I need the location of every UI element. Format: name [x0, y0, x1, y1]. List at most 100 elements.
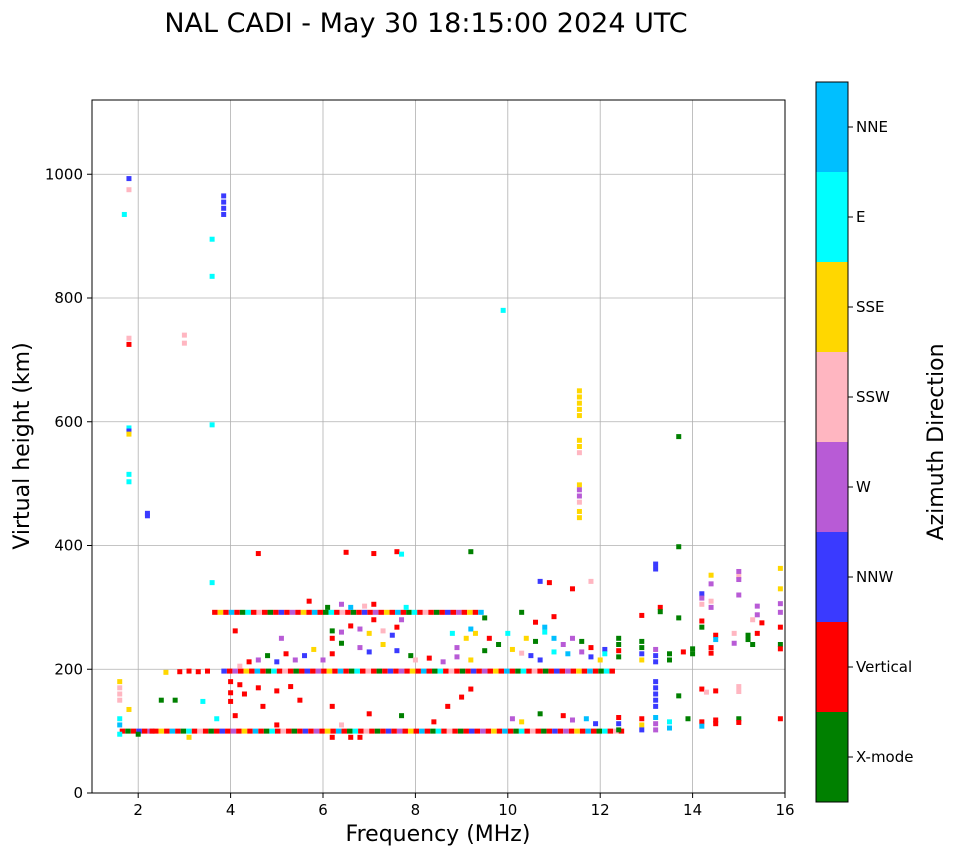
data-point	[357, 645, 363, 651]
data-point	[576, 444, 582, 449]
band-cell	[387, 668, 394, 674]
band-cell	[443, 668, 449, 674]
band-cell	[529, 728, 536, 734]
data-point	[576, 437, 582, 443]
data-point	[338, 640, 344, 646]
data-point	[126, 425, 132, 431]
chart-title: NAL CADI - May 30 18:15:00 2024 UTC	[164, 8, 687, 39]
data-point	[750, 642, 756, 647]
band-cell	[236, 728, 242, 734]
band-cell	[585, 728, 591, 734]
band-cell	[417, 609, 423, 615]
band-cell	[402, 728, 408, 734]
band-cell	[518, 728, 525, 734]
band-cell	[354, 668, 360, 674]
colorbar-label-ssw: SSW	[856, 388, 890, 406]
colorbar-segment	[816, 262, 848, 352]
x-tick-label: 14	[683, 801, 702, 819]
band-cell	[269, 728, 275, 734]
data-point	[667, 725, 672, 731]
data-point	[713, 632, 719, 638]
data-point	[569, 635, 575, 641]
band-cell	[213, 728, 220, 734]
data-point	[731, 630, 737, 636]
band-cell	[395, 609, 401, 615]
band-cell	[457, 728, 464, 734]
data-point	[126, 471, 132, 477]
data-point	[302, 653, 308, 659]
data-point	[583, 716, 589, 722]
band-cell	[542, 668, 549, 674]
band-cell	[359, 668, 366, 674]
data-point	[126, 176, 132, 182]
data-point	[399, 551, 405, 557]
band-cell	[334, 609, 340, 615]
data-point	[274, 722, 280, 728]
band-cell	[552, 728, 558, 734]
data-point	[329, 734, 335, 740]
data-point	[777, 586, 783, 592]
data-point	[371, 551, 377, 557]
trace-points	[117, 176, 783, 740]
data-point	[639, 727, 645, 733]
data-point	[241, 691, 247, 697]
data-point	[754, 603, 760, 609]
band-cell	[372, 609, 379, 615]
data-point	[320, 657, 326, 663]
data-point	[713, 721, 719, 727]
band-cell	[328, 609, 335, 615]
band-cell	[304, 668, 311, 674]
band-cell	[520, 668, 527, 674]
data-point	[639, 716, 645, 722]
colorbar-label-w: W	[856, 478, 871, 496]
data-point	[777, 716, 783, 722]
band-cell	[263, 728, 270, 734]
band-cell	[450, 609, 457, 615]
data-point	[221, 211, 227, 217]
band-cell	[225, 728, 231, 734]
data-point	[736, 592, 742, 598]
data-point	[468, 657, 474, 663]
data-point	[408, 653, 414, 659]
trace-bands	[119, 609, 625, 734]
data-point	[708, 604, 714, 610]
band-cell	[382, 668, 388, 674]
band-cell	[515, 668, 521, 674]
band-cell	[498, 668, 505, 674]
data-point	[283, 651, 289, 657]
data-point	[528, 653, 534, 659]
data-point	[616, 715, 622, 721]
data-point	[736, 716, 742, 722]
band-cell	[339, 609, 346, 615]
data-point	[454, 654, 460, 660]
data-point	[713, 637, 719, 643]
data-point	[616, 721, 622, 727]
data-point	[616, 654, 622, 660]
band-cell	[541, 728, 547, 734]
data-point	[597, 657, 603, 663]
band-cell	[576, 668, 582, 674]
data-point	[274, 688, 280, 694]
band-cell	[389, 609, 396, 615]
band-cell	[228, 609, 235, 615]
colorbar-label-x-mode: X-mode	[856, 748, 913, 766]
band-cell	[424, 728, 431, 734]
band-cell	[507, 728, 514, 734]
data-point	[221, 199, 227, 205]
band-cell	[446, 728, 453, 734]
data-point	[228, 698, 234, 704]
data-point	[699, 624, 705, 630]
band-cell	[271, 668, 277, 674]
data-point	[329, 651, 335, 657]
band-cell	[252, 728, 259, 734]
x-tick-label: 6	[318, 801, 328, 819]
data-point	[394, 648, 400, 654]
band-cell	[262, 609, 268, 615]
y-tick-label: 200	[54, 660, 83, 678]
band-cell	[298, 668, 305, 674]
data-point	[699, 686, 705, 692]
data-point	[209, 236, 215, 242]
band-cell	[119, 728, 126, 734]
band-cell	[413, 728, 420, 734]
band-cell	[347, 728, 353, 734]
